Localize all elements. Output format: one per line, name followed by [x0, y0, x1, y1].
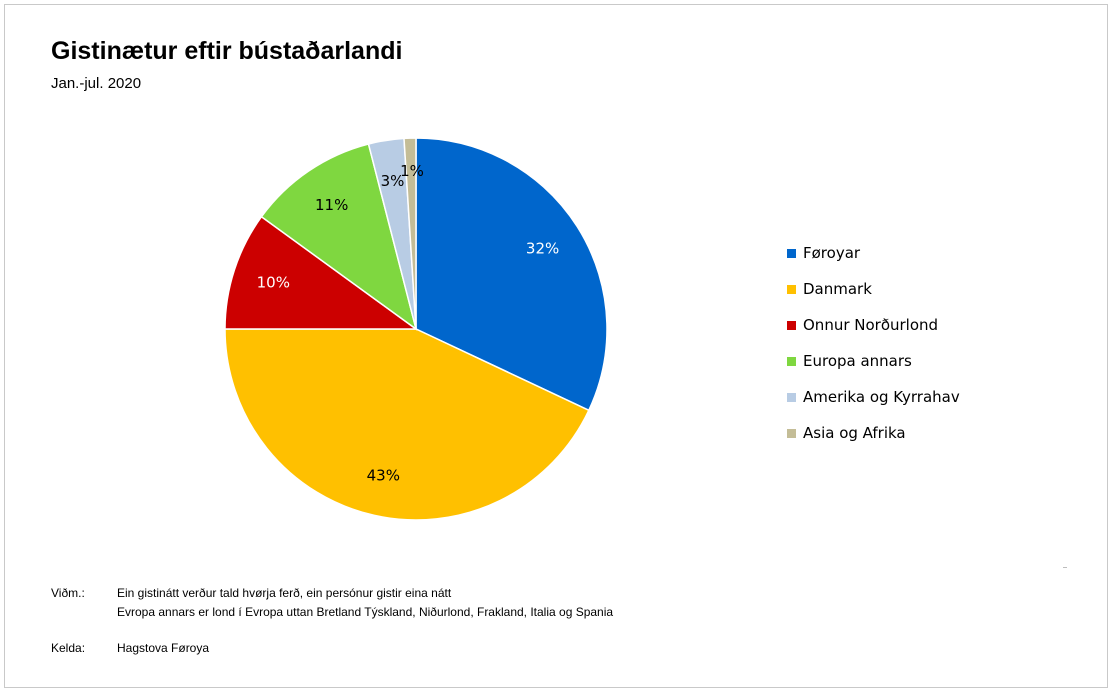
legend-item-asia-og-afrika: Asia og Afrika: [787, 415, 960, 451]
legend-swatch: [787, 392, 796, 402]
legend-item-danmark: Danmark: [787, 271, 960, 307]
legend-swatch: [787, 428, 796, 438]
source-key: Kelda:: [51, 641, 86, 655]
pie-slice: [224, 215, 419, 330]
legend-swatch: [787, 248, 796, 258]
legend-label: Amerika og Kyrrahav: [803, 388, 960, 406]
slice-value-label: 10%: [257, 274, 290, 292]
pie-slice: [415, 137, 608, 412]
legend-item-europa-annars: Europa annars: [787, 343, 960, 379]
slice-value-label: 11%: [315, 196, 348, 214]
note-line: Ein gistinátt verður tald hvørja ferð, e…: [117, 586, 452, 600]
footnotes: Viðm.: Ein gistinátt verður tald hvørja …: [51, 584, 613, 658]
pie-slice: [260, 143, 418, 331]
slice-value-label: 1%: [400, 162, 424, 180]
legend-item-onnur-nordurlond: Onnur Norðurlond: [787, 307, 960, 343]
legend-item-foroyar: Føroyar: [787, 235, 960, 271]
chart-subtitle: Jan.-jul. 2020: [51, 75, 142, 92]
decorative-mark: [1063, 567, 1067, 568]
pie-slice: [403, 137, 417, 330]
slice-value-label: 3%: [381, 172, 405, 190]
source-value: Hagstova Føroya: [117, 641, 210, 655]
notes-lines: Ein gistinátt verður tald hvørja ferð, e…: [117, 584, 613, 622]
legend: Føroyar Danmark Onnur Norðurlond Europa …: [787, 235, 960, 451]
legend-label: Onnur Norðurlond: [803, 316, 939, 334]
chart-title: Gistinætur eftir bústaðarlandi: [51, 37, 403, 65]
legend-swatch: [787, 320, 796, 330]
legend-swatch: [787, 356, 796, 366]
source-row: Kelda: Hagstova Føroya: [51, 639, 613, 658]
notes-row: Viðm.: Ein gistinátt verður tald hvørja …: [51, 584, 613, 622]
slice-value-label: 43%: [367, 466, 400, 484]
pie-slice: [224, 328, 590, 521]
legend-label: Asia og Afrika: [803, 424, 906, 442]
legend-label: Føroyar: [803, 244, 861, 262]
slice-value-label: 32%: [526, 240, 559, 258]
legend-label: Danmark: [803, 280, 872, 298]
notes-key: Viðm.:: [51, 586, 85, 600]
legend-label: Europa annars: [803, 352, 912, 370]
note-line: Evropa annars er lond í Evropa uttan Bre…: [117, 605, 614, 619]
legend-item-amerika-og-kyrrahav: Amerika og Kyrrahav: [787, 379, 960, 415]
legend-swatch: [787, 284, 796, 294]
